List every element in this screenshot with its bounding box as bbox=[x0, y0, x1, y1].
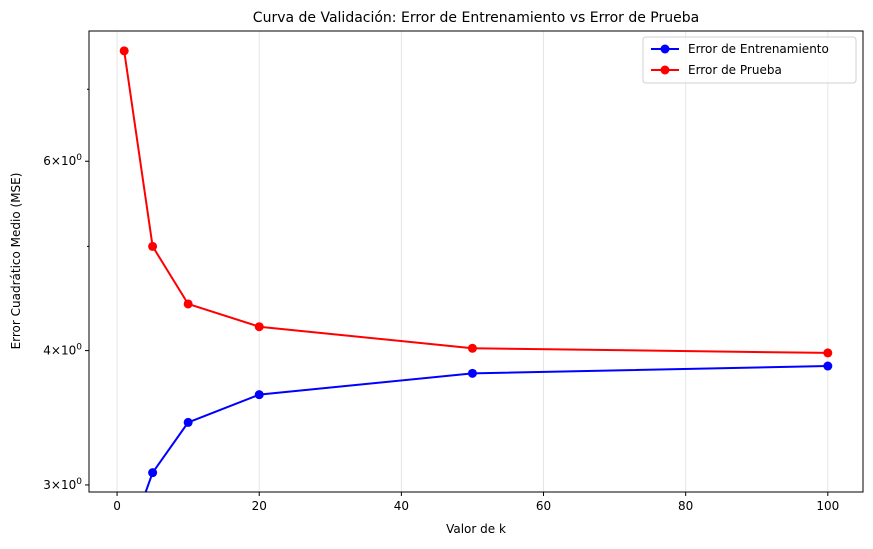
y-tick-label: 3×100 bbox=[43, 477, 82, 492]
y-tick-label: 6×100 bbox=[43, 153, 82, 168]
grid bbox=[116, 31, 829, 492]
legend-label: Error de Prueba bbox=[688, 63, 782, 77]
data-point bbox=[254, 322, 264, 332]
x-axis-label: Valor de k bbox=[446, 522, 506, 536]
data-point bbox=[119, 46, 129, 56]
legend-label: Error de Entrenamiento bbox=[688, 42, 829, 56]
data-point bbox=[467, 368, 477, 378]
x-tick-label: 20 bbox=[252, 499, 267, 513]
series-lines bbox=[119, 46, 833, 492]
data-point bbox=[467, 343, 477, 353]
y-axis-label: Error Cuadrático Medio (MSE) bbox=[9, 173, 23, 350]
plot-frame bbox=[88, 30, 864, 493]
y-tick-label: 4×100 bbox=[43, 343, 82, 358]
data-point bbox=[823, 348, 833, 358]
x-tick-label: 0 bbox=[113, 499, 121, 513]
x-axis: 0 20 40 60 80 100 bbox=[113, 492, 839, 513]
x-tick-label: 80 bbox=[678, 499, 693, 513]
series-line-entrenamiento bbox=[144, 365, 828, 492]
data-point bbox=[148, 241, 158, 251]
x-tick-label: 60 bbox=[536, 499, 551, 513]
data-point bbox=[254, 390, 264, 400]
legend-marker bbox=[660, 65, 670, 75]
series-line-prueba bbox=[123, 50, 828, 354]
legend: Error de Entrenamiento Error de Prueba bbox=[642, 36, 857, 84]
data-point bbox=[183, 417, 193, 427]
chart-title: Curva de Validación: Error de Entrenamie… bbox=[253, 10, 699, 26]
data-point bbox=[183, 299, 193, 309]
data-point bbox=[823, 361, 833, 371]
legend-box bbox=[642, 36, 857, 84]
data-point bbox=[148, 468, 158, 478]
y-axis: 3×100 4×100 6×100 bbox=[43, 88, 89, 492]
legend-marker bbox=[660, 44, 670, 54]
x-tick-label: 40 bbox=[394, 499, 409, 513]
x-tick-label: 100 bbox=[816, 499, 839, 513]
